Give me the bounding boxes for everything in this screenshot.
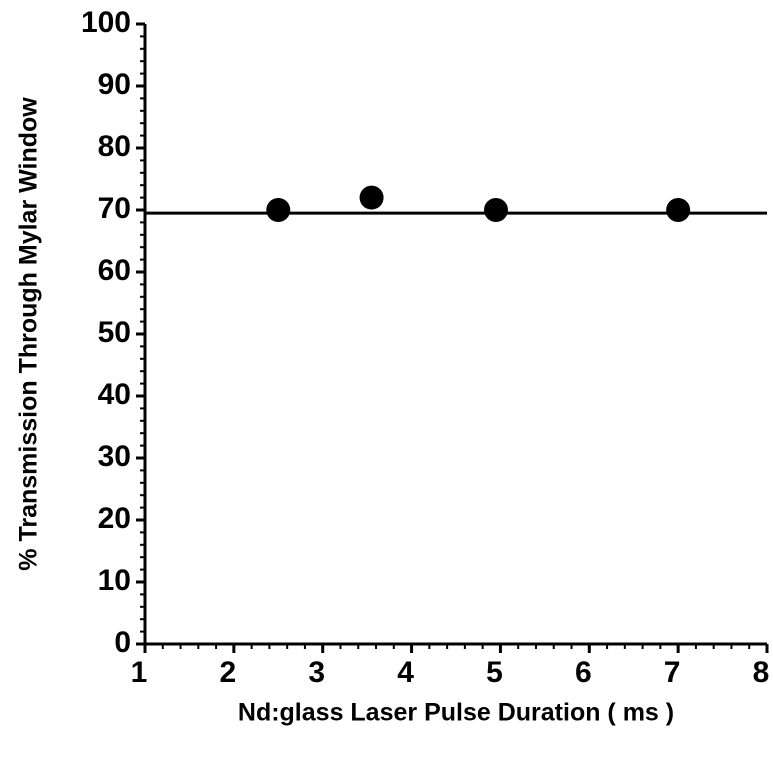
x-tick-label: 1 (131, 656, 148, 689)
x-tick-label: 6 (575, 656, 592, 689)
point (483, 198, 508, 222)
y-tick-label: 50 (98, 316, 131, 349)
x-tick-label: 7 (664, 656, 681, 689)
x-tick-label: 8 (753, 656, 770, 689)
point (266, 198, 291, 222)
y-tick-label: 100 (81, 6, 131, 39)
y-tick-label: 20 (98, 502, 131, 535)
y-tick-label: 80 (98, 130, 131, 163)
y-tick-label: 30 (98, 440, 131, 473)
point (359, 185, 384, 210)
y-tick-label: 10 (98, 564, 131, 597)
y-tick-label: 0 (114, 626, 131, 659)
x-tick-label: 3 (308, 656, 325, 689)
y-tick-label: 40 (98, 378, 131, 411)
y-tick-label: 70 (98, 192, 131, 225)
point (666, 198, 691, 222)
y-axis-label: % Transmission Through Mylar Window (15, 97, 43, 571)
x-tick-label: 2 (220, 656, 237, 689)
x-tick-label: 5 (486, 656, 503, 689)
y-tick-label: 60 (98, 254, 131, 287)
y-tick-label: 90 (98, 68, 131, 101)
x-axis-label: Nd:glass Laser Pulse Duration ( ms ) (238, 699, 674, 727)
x-tick-label: 4 (397, 656, 414, 689)
